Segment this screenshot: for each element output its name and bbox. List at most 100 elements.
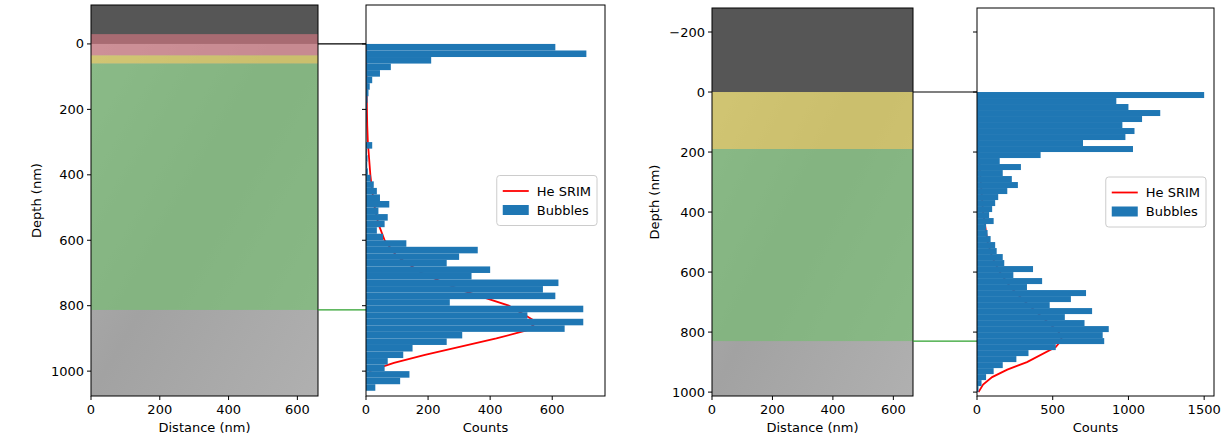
- histogram-bar: [366, 332, 462, 339]
- x-axis-title: Counts: [463, 420, 509, 435]
- histogram-bar: [366, 306, 583, 313]
- histogram-bar: [366, 280, 558, 287]
- x-tick: [366, 396, 367, 400]
- x-tick-label: 0: [708, 402, 716, 417]
- legend-label: He SRIM: [537, 184, 591, 199]
- x-tick-label: 0: [973, 402, 981, 417]
- histogram-bar: [366, 338, 447, 345]
- x-tick: [552, 396, 553, 400]
- histogram-bar: [977, 266, 1033, 272]
- histogram-bar: [977, 272, 1013, 278]
- histogram-bar: [366, 194, 380, 201]
- y-tick: [87, 43, 91, 44]
- histogram-bar: [977, 224, 986, 230]
- y-tick: [973, 152, 977, 153]
- histogram-bar: [366, 44, 555, 51]
- histogram-bar: [977, 314, 1065, 320]
- region-band: [91, 64, 318, 310]
- x-tick-label: 400: [216, 402, 241, 417]
- plot-area: [712, 8, 913, 396]
- histogram-bar: [977, 164, 1021, 170]
- y-tick-label: 600: [59, 233, 84, 248]
- histogram-bar: [977, 134, 1125, 140]
- y-tick-label: 0: [697, 85, 705, 100]
- histogram-bar: [366, 365, 385, 372]
- region-band: [91, 55, 318, 63]
- histogram-bar: [366, 227, 377, 234]
- histogram-bar: [977, 248, 997, 254]
- histogram-bar: [977, 236, 991, 242]
- histogram-bar: [366, 273, 472, 280]
- legend-box: [497, 176, 597, 226]
- histogram-bar: [977, 92, 1204, 98]
- histogram-bar: [977, 188, 1007, 194]
- x-tick-label: 0: [87, 402, 95, 417]
- histogram-bar: [366, 234, 383, 241]
- x-tick: [832, 396, 833, 400]
- y-tick: [973, 392, 977, 393]
- y-tick: [362, 109, 366, 110]
- y-tick-label: 800: [680, 325, 705, 340]
- axes-frame: [366, 5, 605, 396]
- histogram-bar: [977, 242, 995, 248]
- y-tick-label: −200: [669, 25, 705, 40]
- y-tick: [973, 32, 977, 33]
- histogram-bar: [977, 152, 1041, 158]
- x-tick-label: 600: [540, 402, 565, 417]
- x-tick: [977, 396, 978, 400]
- x-tick-label: 400: [820, 402, 845, 417]
- histogram-bar: [977, 350, 1028, 356]
- y-tick: [708, 272, 712, 273]
- histogram-bar: [366, 371, 409, 378]
- histogram-bar: [977, 104, 1128, 110]
- axes-frame: [712, 8, 913, 396]
- region-band: [712, 92, 913, 149]
- legend-line: [1112, 192, 1138, 194]
- y-tick: [362, 240, 366, 241]
- histogram-bar: [366, 247, 478, 254]
- histogram-bar: [977, 362, 1003, 368]
- histogram-bar: [366, 201, 389, 208]
- histogram-bar: [977, 308, 1092, 314]
- region-band: [91, 34, 318, 55]
- histogram-bar: [366, 253, 459, 260]
- legend-patch: [503, 205, 529, 215]
- histogram-bar: [977, 230, 988, 236]
- histogram-bar: [977, 368, 994, 374]
- histogram-bar: [977, 116, 1142, 122]
- histogram-bar: [366, 64, 391, 71]
- y-tick: [708, 32, 712, 33]
- histogram-bar: [977, 278, 1042, 284]
- histogram-bar: [977, 98, 1116, 104]
- guide-line: [318, 43, 366, 44]
- x-tick: [228, 396, 229, 400]
- histogram-bar: [366, 299, 450, 306]
- y-tick: [362, 174, 366, 175]
- histogram-bar: [977, 122, 1122, 128]
- histogram-bar: [366, 378, 400, 385]
- legend: He SRIM Bubbles: [1106, 177, 1206, 227]
- histogram-bar: [977, 218, 994, 224]
- histogram-bar: [366, 384, 375, 391]
- histogram-bar: [366, 260, 447, 267]
- x-tick: [91, 396, 92, 400]
- axes-frame: [977, 8, 1214, 396]
- y-tick-label: 200: [59, 102, 84, 117]
- legend-label: Bubbles: [1146, 204, 1198, 219]
- histogram-bar: [366, 352, 403, 359]
- y-tick: [87, 371, 91, 372]
- y-tick: [87, 174, 91, 175]
- y-tick-label: 800: [59, 298, 84, 313]
- histogram-bar: [977, 206, 992, 212]
- legend-label: Bubbles: [537, 203, 589, 218]
- y-tick: [87, 305, 91, 306]
- histogram-bar: [366, 319, 583, 326]
- plot-area: [91, 5, 318, 396]
- legend-label: He SRIM: [1146, 185, 1200, 200]
- histogram-bar: [977, 326, 1109, 332]
- y-tick: [708, 392, 712, 393]
- histogram-bar: [366, 221, 385, 228]
- y-tick: [973, 212, 977, 213]
- x-axis-title: Counts: [1073, 420, 1119, 435]
- guide-line: [913, 91, 977, 92]
